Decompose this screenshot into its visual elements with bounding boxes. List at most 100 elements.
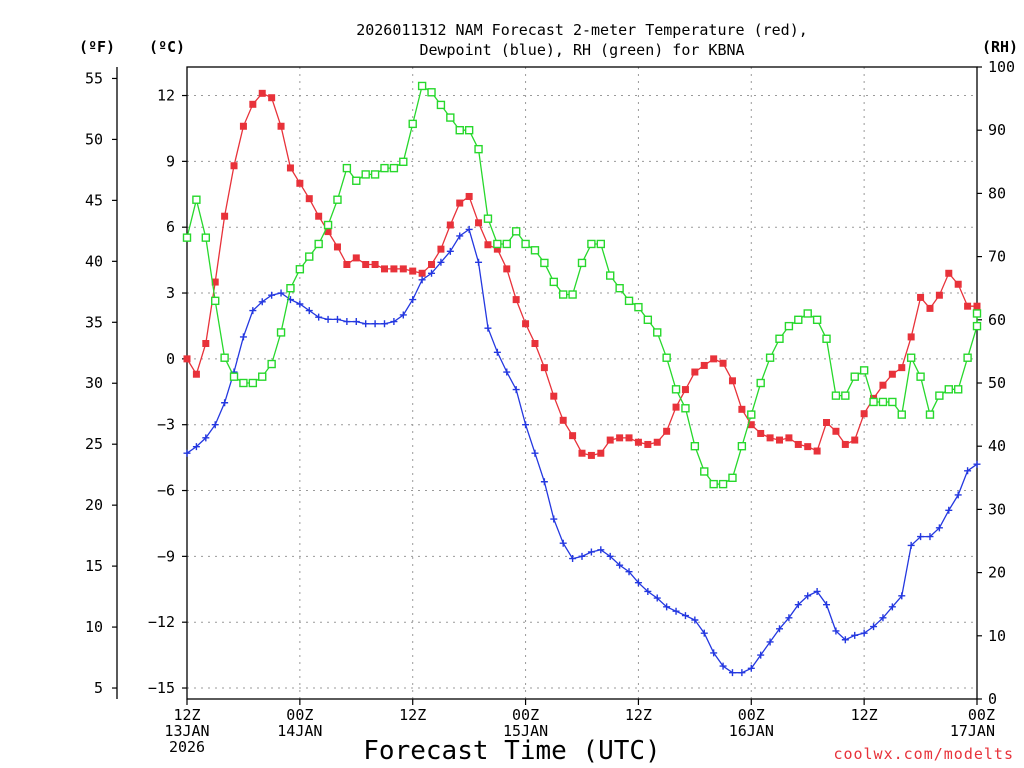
data-point-marker [813, 587, 821, 595]
data-point-marker [305, 252, 314, 261]
data-point-marker [502, 239, 511, 249]
data-point-marker [747, 664, 755, 672]
data-point-marker [549, 277, 558, 287]
data-point-marker [324, 228, 332, 236]
data-point-marker [380, 163, 389, 173]
data-point-marker [221, 212, 229, 220]
data-point-marker [718, 479, 728, 489]
data-point-marker [898, 592, 906, 600]
data-point-marker [409, 296, 417, 304]
data-point-marker [465, 225, 473, 233]
data-point-marker [558, 290, 568, 299]
data-point-marker [653, 594, 661, 602]
data-point-marker [371, 320, 379, 328]
data-point-marker [268, 94, 276, 102]
x-tick-label: 12Z [173, 706, 200, 724]
data-point-marker [728, 473, 737, 482]
data-point-marker [587, 548, 595, 556]
data-point-marker [775, 334, 784, 343]
data-point-marker [944, 385, 953, 394]
data-point-marker [550, 515, 558, 523]
data-point-marker [475, 258, 483, 266]
data-point-marker [192, 443, 200, 451]
data-point-marker [296, 300, 304, 308]
rh-tick-label: 20 [988, 564, 1006, 582]
data-point-marker [897, 410, 906, 419]
data-point-marker [550, 392, 558, 400]
data-point-marker [399, 157, 408, 167]
data-point-marker [512, 296, 520, 304]
data-point-marker [672, 403, 680, 411]
data-point-marker [427, 88, 436, 97]
data-point-marker [248, 378, 258, 388]
data-point-marker [578, 552, 586, 560]
x-tick-label: 16JAN [729, 722, 774, 740]
data-point-marker [381, 265, 388, 273]
data-point-marker [653, 438, 661, 446]
data-point-marker [964, 467, 972, 475]
data-point-marker [860, 629, 868, 637]
chart-title-line-2: Dewpoint (blue), RH (green) for KBNA [419, 41, 744, 59]
data-point-marker [672, 607, 680, 615]
data-point-marker [446, 247, 454, 255]
data-point-marker [211, 421, 219, 429]
data-point-marker [794, 315, 803, 324]
data-point-marker [822, 334, 831, 343]
f-tick-label: 20 [85, 496, 103, 514]
data-point-marker [484, 241, 492, 249]
f-tick-label: 35 [85, 313, 103, 331]
data-point-marker [258, 298, 266, 306]
data-point-marker [634, 438, 642, 446]
f-tick-label: 30 [85, 374, 103, 392]
fahrenheit-axis-ticks: 55 50 45 40 35 30 25 20 15 10 5 [85, 69, 117, 697]
rh-tick-label: 80 [988, 184, 1006, 202]
data-point-marker [784, 321, 794, 331]
data-point-marker [681, 404, 690, 413]
data-point-marker [738, 669, 746, 677]
data-point-marker [182, 233, 192, 242]
data-point-marker [747, 410, 756, 419]
data-point-marker [456, 232, 464, 240]
x-tick-label: 15JAN [503, 722, 548, 740]
data-point-marker [361, 170, 370, 179]
data-point-marker [953, 385, 963, 394]
series-2 [182, 81, 982, 489]
data-point-marker [305, 195, 313, 203]
data-point-marker [202, 340, 210, 347]
data-point-marker [926, 533, 934, 541]
f-tick-label: 55 [85, 69, 103, 87]
data-point-marker [493, 239, 502, 249]
data-point-marker [183, 355, 191, 363]
data-point-marker [766, 638, 774, 646]
data-point-marker [878, 397, 888, 407]
data-point-marker [305, 307, 313, 315]
data-point-marker [362, 320, 370, 328]
data-point-marker [634, 579, 642, 587]
data-point-marker [888, 397, 897, 407]
data-point-marker [239, 378, 248, 388]
data-point-marker [315, 212, 323, 220]
celsius-axis-ticks: 12 9 6 3 0 −12 −9 −6 −3 −15 [148, 87, 187, 697]
data-point-marker [220, 353, 229, 362]
data-point-marker [522, 320, 530, 328]
data-point-marker [530, 246, 540, 255]
data-point-marker [616, 561, 624, 569]
data-point-marker [315, 313, 323, 321]
c-tick-label: 12 [157, 87, 175, 105]
data-point-marker [851, 436, 859, 444]
series-1 [183, 225, 981, 677]
data-point-marker [888, 370, 896, 378]
data-point-marker [765, 353, 775, 362]
data-point-marker [446, 221, 454, 229]
data-point-marker [644, 440, 652, 448]
data-point-marker [681, 386, 689, 394]
data-point-marker [681, 612, 689, 620]
c-tick-label: −15 [148, 679, 175, 697]
data-point-marker [540, 478, 548, 486]
rh-tick-label: 90 [988, 121, 1006, 139]
data-point-marker [832, 627, 840, 635]
data-point-marker [437, 258, 445, 266]
data-point-marker [531, 340, 539, 347]
data-point-marker [456, 199, 464, 207]
